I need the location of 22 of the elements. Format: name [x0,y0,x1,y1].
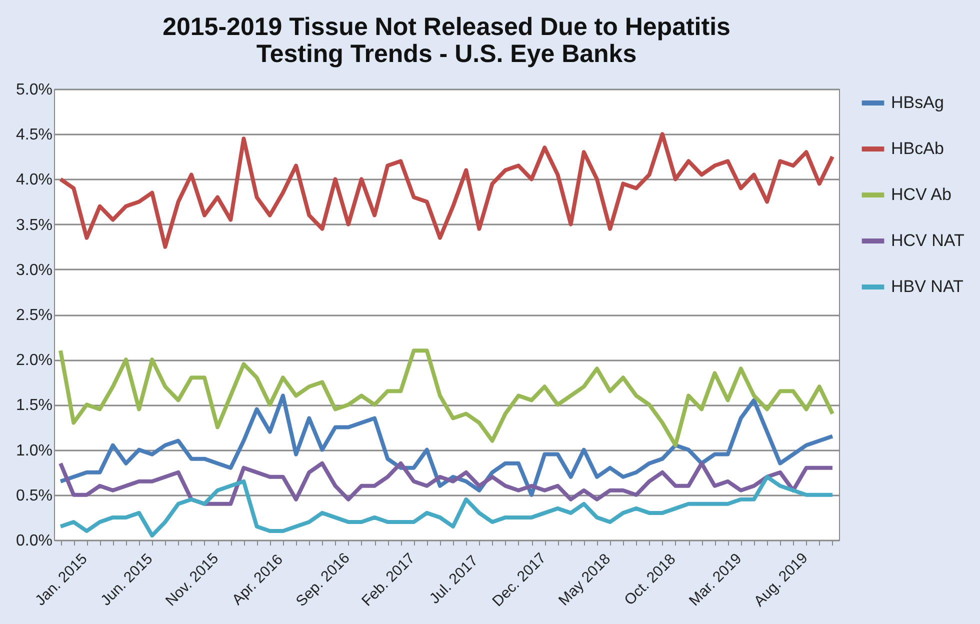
y-tick-label: 1.5% [16,397,52,414]
line-series [58,348,834,448]
legend-label: HBV NAT [891,277,964,296]
y-tick-label: 3.5% [16,216,52,234]
chart-title: 2015-2019 Tissue Not Released Due to Hepatitis Testing Trends - U.S. Eye Banks [162,13,730,68]
line-series [58,394,834,497]
y-tick-label: 0.0% [16,532,52,550]
y-tick-label: 4.5% [16,126,52,144]
line-series [58,461,834,506]
legend-label: HBcAb [891,139,944,158]
y-tick-label: 4.0% [16,172,52,189]
legend-label: HCV Ab [891,185,952,204]
y-tick-label: 5.0% [16,82,52,98]
legend-label: HBsAg [891,93,944,112]
line-series [58,474,834,538]
y-tick-label: 0.5% [16,487,52,504]
y-tick-label: 3.0% [16,262,52,279]
y-tick-label: 2.0% [16,352,52,370]
y-tick-label: 2.5% [16,307,52,324]
legend-label: HCV NAT [891,231,964,250]
y-tick-label: 1.0% [16,442,52,460]
line-series [58,132,834,249]
